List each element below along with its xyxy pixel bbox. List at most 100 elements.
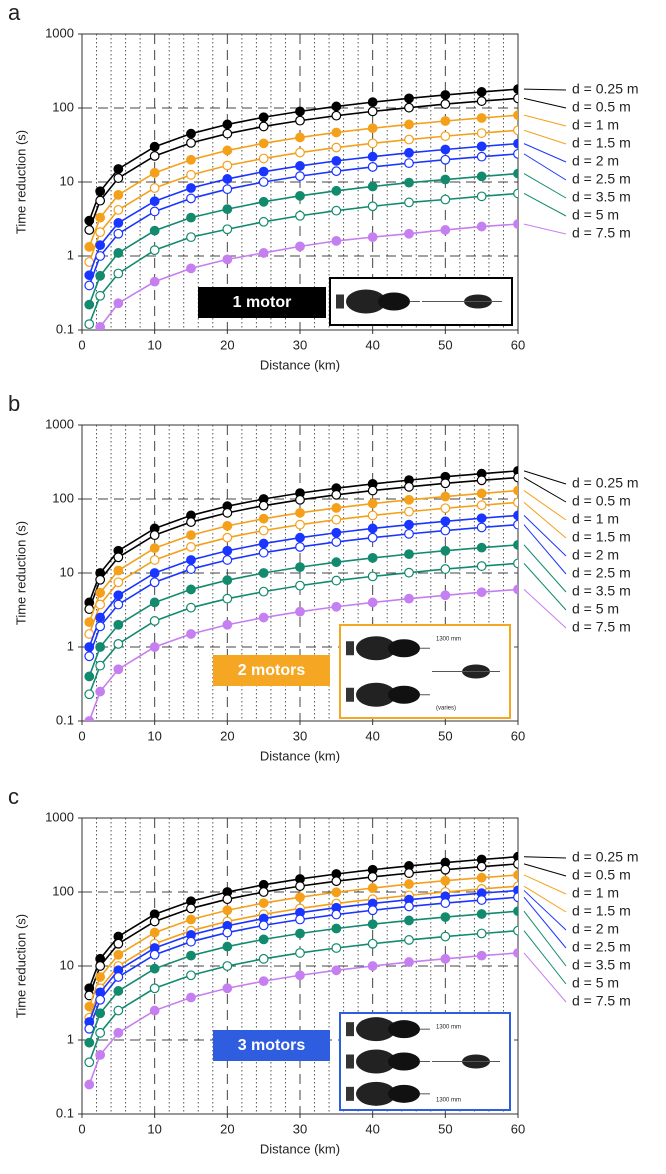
data-point (222, 254, 233, 265)
data-point (186, 950, 196, 961)
series-line (88, 523, 518, 657)
data-point (95, 1049, 106, 1060)
data-point (367, 552, 378, 563)
data-point (113, 590, 124, 601)
data-point (295, 562, 305, 573)
data-point (440, 225, 451, 235)
inset-shape (346, 687, 354, 702)
data-point (367, 151, 378, 162)
data-point (331, 205, 342, 216)
data-point (367, 97, 378, 108)
legend-leader (523, 173, 567, 199)
data-point (222, 894, 233, 905)
data-point (258, 177, 269, 187)
data-point (149, 642, 160, 652)
data-point (84, 319, 95, 330)
data-point (476, 87, 487, 97)
data-point (331, 503, 342, 513)
data-point (95, 195, 106, 206)
data-point (367, 123, 378, 134)
y-tick-label: 1000 (45, 25, 74, 40)
legend-label: d = 5 m (572, 601, 619, 617)
data-point (476, 513, 487, 524)
legend-label: d = 2.5 m (572, 939, 631, 955)
data-point (222, 507, 233, 518)
data-point (404, 481, 414, 492)
data-point (331, 965, 342, 976)
series-line (88, 172, 518, 305)
x-tick-label: 10 (147, 1121, 161, 1136)
data-point (222, 204, 233, 215)
data-point (222, 224, 233, 235)
legend-label: d = 0.25 m (572, 475, 639, 491)
x-tick-label: 0 (78, 337, 85, 352)
x-tick-label: 20 (220, 728, 234, 743)
data-point (513, 558, 518, 569)
plot-frame (81, 424, 519, 722)
data-point (513, 870, 518, 880)
data-point (367, 232, 378, 243)
data-point (258, 525, 269, 536)
data-point (113, 639, 124, 649)
data-point (222, 160, 233, 171)
data-point (295, 115, 305, 126)
legend-label: d = 1 m (572, 511, 619, 527)
data-point (258, 216, 269, 227)
data-point (113, 664, 124, 675)
x-tick-label: 10 (147, 337, 161, 352)
data-point (367, 523, 378, 534)
data-point (295, 606, 305, 617)
data-point (367, 161, 378, 172)
data-point (513, 84, 518, 95)
inset-shape (346, 641, 354, 656)
data-point (331, 923, 342, 934)
inset-label: 2 motors (238, 662, 306, 679)
data-point (149, 151, 160, 161)
data-point (113, 298, 124, 309)
data-point (295, 161, 305, 171)
data-point (258, 153, 269, 164)
data-point (440, 545, 451, 556)
data-point (295, 532, 305, 543)
data-point (367, 106, 378, 117)
data-point (440, 174, 451, 185)
data-point (84, 1057, 95, 1068)
series-line (88, 855, 518, 989)
legend-label: d = 7.5 m (572, 619, 631, 635)
data-point (186, 530, 196, 541)
data-point (258, 538, 269, 549)
data-point (440, 116, 451, 126)
data-point (476, 191, 487, 202)
data-point (295, 190, 305, 201)
data-point (258, 121, 269, 132)
data-point (295, 892, 305, 903)
data-point (258, 898, 269, 908)
data-point (513, 93, 518, 104)
data-point (222, 520, 233, 531)
data-point (295, 542, 305, 552)
legend-leader (523, 890, 567, 931)
data-point (513, 948, 518, 958)
legend-leader (523, 952, 567, 1003)
legend-label: d = 0.5 m (572, 867, 631, 883)
data-point (440, 131, 451, 142)
data-point (149, 141, 160, 152)
data-point (113, 599, 124, 610)
data-point (440, 194, 451, 205)
data-point (295, 132, 305, 143)
data-point (440, 564, 451, 574)
legend-leader (523, 563, 567, 611)
data-point (404, 868, 414, 879)
legend-leader (523, 153, 567, 181)
legend-label: d = 0.25 m (572, 81, 639, 97)
data-point (149, 577, 160, 588)
data-point (113, 949, 124, 960)
legend-label: d = 2 m (572, 921, 619, 937)
data-point (258, 568, 269, 578)
series-line (88, 874, 518, 1007)
data-point (404, 957, 414, 967)
data-point (367, 485, 378, 496)
series-line (88, 501, 518, 635)
data-point (258, 547, 269, 558)
